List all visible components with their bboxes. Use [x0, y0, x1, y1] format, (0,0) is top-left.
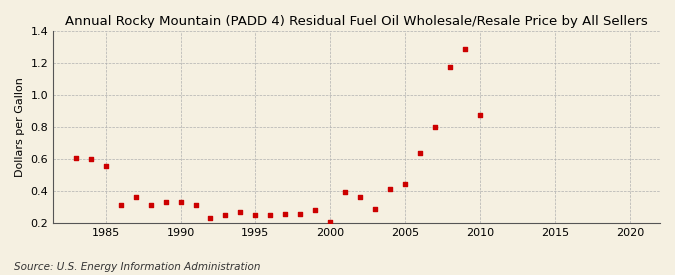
Point — [430, 125, 441, 129]
Point — [475, 112, 485, 117]
Point — [175, 200, 186, 205]
Point — [325, 220, 335, 224]
Point — [355, 194, 366, 199]
Point — [70, 156, 81, 160]
Point — [145, 202, 156, 207]
Point — [265, 213, 276, 217]
Point — [100, 164, 111, 168]
Point — [385, 186, 396, 191]
Point — [310, 208, 321, 213]
Point — [250, 213, 261, 217]
Point — [130, 194, 141, 199]
Point — [115, 202, 126, 207]
Point — [190, 203, 201, 208]
Point — [340, 190, 351, 194]
Point — [160, 200, 171, 205]
Title: Annual Rocky Mountain (PADD 4) Residual Fuel Oil Wholesale/Resale Price by All S: Annual Rocky Mountain (PADD 4) Residual … — [65, 15, 648, 28]
Point — [445, 64, 456, 69]
Point — [460, 47, 470, 51]
Point — [220, 213, 231, 217]
Point — [400, 182, 410, 186]
Text: Source: U.S. Energy Information Administration: Source: U.S. Energy Information Administ… — [14, 262, 260, 272]
Point — [280, 212, 291, 216]
Point — [415, 151, 426, 156]
Point — [85, 157, 96, 161]
Point — [235, 210, 246, 214]
Point — [370, 207, 381, 212]
Y-axis label: Dollars per Gallon: Dollars per Gallon — [15, 77, 25, 177]
Point — [295, 212, 306, 216]
Point — [205, 216, 216, 221]
